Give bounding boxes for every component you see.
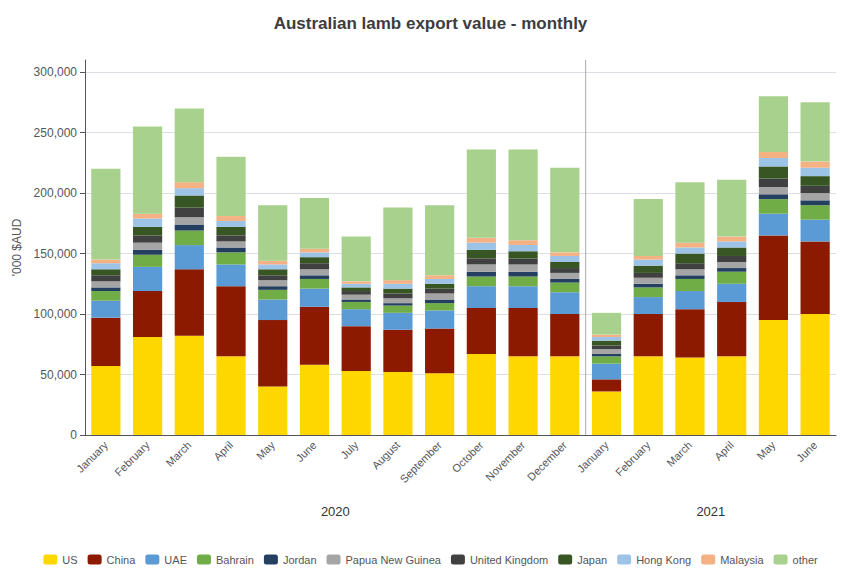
svg-text:April: April (712, 439, 736, 463)
svg-text:August: August (369, 439, 402, 472)
svg-text:February: February (112, 438, 152, 478)
svg-text:Japan: Japan (577, 554, 607, 566)
svg-text:September: September (397, 439, 444, 486)
svg-text:200,000: 200,000 (34, 186, 78, 200)
svg-text:October: October (449, 439, 485, 475)
svg-text:April: April (211, 439, 235, 463)
svg-text:'000 $AUD: '000 $AUD (10, 218, 24, 276)
svg-text:US: US (62, 554, 77, 566)
svg-text:May: May (254, 438, 278, 462)
svg-text:2020: 2020 (321, 504, 350, 519)
svg-text:July: July (338, 438, 361, 461)
svg-text:Malaysia: Malaysia (720, 554, 764, 566)
svg-text:January: January (575, 438, 611, 474)
svg-text:150,000: 150,000 (34, 247, 78, 261)
svg-text:Jordan: Jordan (283, 554, 317, 566)
svg-text:June: June (794, 439, 819, 464)
svg-text:Papua New Guinea: Papua New Guinea (346, 554, 442, 566)
svg-text:United Kingdom: United Kingdom (470, 554, 548, 566)
svg-text:Bahrain: Bahrain (216, 554, 254, 566)
svg-text:May: May (754, 438, 778, 462)
svg-text:March: March (163, 439, 193, 469)
svg-text:250,000: 250,000 (34, 126, 78, 140)
svg-text:November: November (483, 439, 528, 484)
svg-text:other: other (793, 554, 818, 566)
svg-text:100,000: 100,000 (34, 307, 78, 321)
svg-text:February: February (613, 438, 653, 478)
svg-text:300,000: 300,000 (34, 65, 78, 79)
svg-text:2021: 2021 (696, 504, 725, 519)
svg-text:Australian lamb export value -: Australian lamb export value - monthly (274, 14, 588, 33)
svg-text:December: December (525, 439, 570, 484)
svg-text:March: March (664, 439, 694, 469)
svg-text:UAE: UAE (164, 554, 187, 566)
svg-text:0: 0 (70, 428, 77, 442)
svg-text:January: January (74, 438, 110, 474)
svg-text:50,000: 50,000 (40, 368, 77, 382)
svg-text:Hong Kong: Hong Kong (636, 554, 691, 566)
svg-text:June: June (293, 439, 318, 464)
svg-text:China: China (107, 554, 137, 566)
